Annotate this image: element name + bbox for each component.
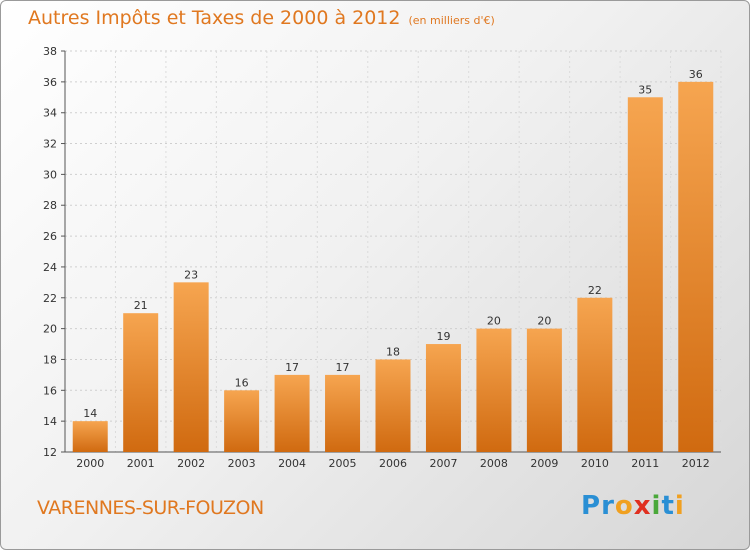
x-tick-label: 2011 bbox=[631, 457, 659, 470]
y-tick-label: 20 bbox=[43, 323, 57, 336]
bar bbox=[173, 282, 209, 452]
x-tick-label: 2001 bbox=[127, 457, 155, 470]
y-tick-label: 38 bbox=[43, 45, 57, 58]
data-label: 16 bbox=[235, 376, 249, 389]
data-label: 20 bbox=[487, 315, 501, 328]
x-tick-label: 2012 bbox=[682, 457, 710, 470]
bar bbox=[577, 297, 613, 452]
data-label: 22 bbox=[588, 284, 602, 297]
bar bbox=[627, 97, 663, 453]
logo-letter: P bbox=[581, 491, 602, 521]
data-labels: 14 2000 21 2001 23 2002 16 2003 17 2004 17 2005 18 20… bbox=[76, 68, 710, 470]
logo-letter: x bbox=[633, 491, 652, 521]
bar bbox=[224, 390, 260, 452]
x-tick-label: 2010 bbox=[581, 457, 609, 470]
x-tick-label: 2009 bbox=[530, 457, 558, 470]
chart-title: Autres Impôts et Taxes de 2000 à 2012 bbox=[28, 7, 401, 29]
y-tick-label: 28 bbox=[43, 199, 57, 212]
x-tick-label: 2005 bbox=[329, 457, 357, 470]
x-tick-label: 2002 bbox=[177, 457, 205, 470]
y-tick-label: 26 bbox=[43, 230, 57, 243]
y-tick-label: 34 bbox=[43, 107, 57, 120]
bar bbox=[476, 328, 512, 452]
y-tick-label: 24 bbox=[43, 261, 57, 274]
bar bbox=[425, 344, 461, 452]
y-tick-label: 16 bbox=[43, 384, 57, 397]
data-label: 17 bbox=[336, 361, 350, 374]
bar bbox=[72, 421, 108, 452]
logo-letter: i bbox=[651, 491, 662, 521]
y-tick-label: 22 bbox=[43, 292, 57, 305]
x-tick-label: 2004 bbox=[278, 457, 306, 470]
data-label: 19 bbox=[436, 330, 450, 343]
data-label: 20 bbox=[537, 315, 551, 328]
chart-title-row: Autres Impôts et Taxes de 2000 à 2012 (en… bbox=[28, 7, 495, 29]
chart-subtitle: (en milliers d'€) bbox=[408, 14, 495, 27]
y-tick-label: 12 bbox=[43, 446, 57, 459]
x-tick-label: 2003 bbox=[228, 457, 256, 470]
bar bbox=[274, 374, 310, 452]
data-label: 35 bbox=[638, 83, 652, 96]
y-tick-label: 36 bbox=[43, 76, 57, 89]
logo-letter: i bbox=[674, 491, 685, 521]
logo-letter: r bbox=[601, 491, 615, 521]
data-label: 36 bbox=[689, 68, 703, 81]
bar bbox=[325, 374, 361, 452]
bar bbox=[375, 359, 411, 452]
bar bbox=[123, 313, 159, 452]
commune-name: VARENNES-SUR-FOUZON bbox=[37, 497, 264, 519]
bars bbox=[72, 81, 714, 453]
proxiti-logo: Proxiti bbox=[581, 491, 685, 521]
logo-letter: o bbox=[614, 491, 634, 521]
x-tick-label: 2008 bbox=[480, 457, 508, 470]
y-tick-label: 32 bbox=[43, 138, 57, 151]
y-tick-label: 14 bbox=[43, 415, 57, 428]
logo-letter: t bbox=[661, 491, 675, 521]
data-label: 21 bbox=[134, 299, 148, 312]
data-label: 14 bbox=[83, 407, 97, 420]
data-label: 17 bbox=[285, 361, 299, 374]
x-tick-label: 2000 bbox=[76, 457, 104, 470]
y-tick-label: 18 bbox=[43, 353, 57, 366]
data-label: 18 bbox=[386, 345, 400, 358]
y-tick-label: 30 bbox=[43, 168, 57, 181]
bar bbox=[678, 81, 714, 452]
x-tick-label: 2007 bbox=[429, 457, 457, 470]
x-tick-label: 2006 bbox=[379, 457, 407, 470]
data-label: 23 bbox=[184, 268, 198, 281]
bar bbox=[526, 328, 562, 452]
